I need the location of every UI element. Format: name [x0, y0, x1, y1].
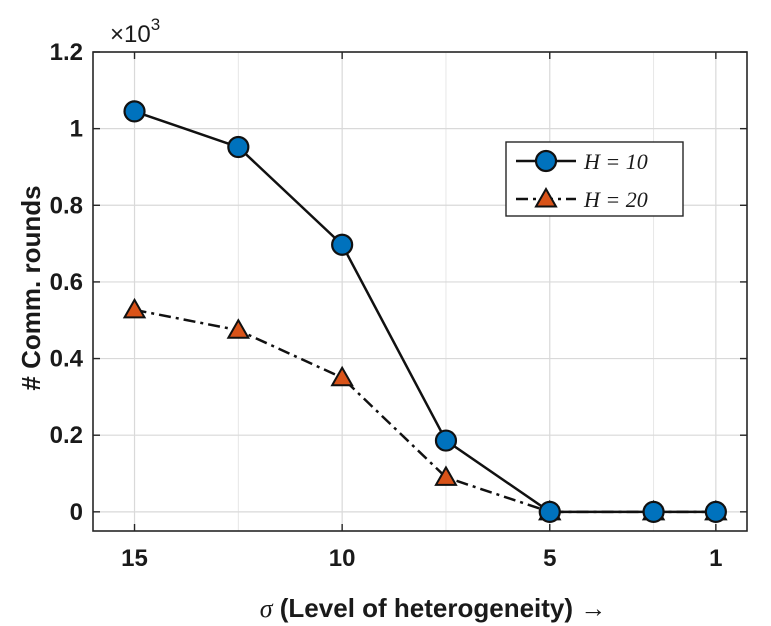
legend: H = 10 H = 20	[505, 141, 684, 217]
ticks	[93, 51, 747, 531]
legend-label: H = 20	[583, 187, 648, 212]
x-tick-label: 5	[543, 545, 556, 572]
series-1	[122, 297, 728, 521]
y-tick-label: 0.8	[50, 192, 83, 219]
y-tick-label: 1.2	[50, 39, 83, 66]
x-axis-label: σ (Level of heterogeneity) →	[260, 593, 607, 623]
y-axis-multiplier: ×103	[110, 15, 160, 48]
y-tick-label: 0	[70, 499, 83, 526]
data-point	[123, 100, 146, 123]
legend-label: H = 10	[583, 149, 648, 174]
x-tick-label: 15	[121, 545, 148, 572]
data-point	[642, 500, 665, 523]
data-point	[227, 135, 250, 159]
data-point	[331, 233, 354, 256]
data-point	[226, 318, 251, 339]
series-0	[123, 100, 727, 523]
grid	[93, 51, 747, 531]
legend-box	[505, 141, 684, 217]
series-line	[134, 308, 716, 514]
y-tick-label: 0.2	[50, 422, 83, 449]
legend-marker	[534, 186, 558, 208]
legend-marker	[534, 149, 558, 173]
data-point	[538, 500, 561, 523]
data-point	[122, 297, 147, 319]
data-point	[704, 500, 727, 523]
tick-labels: 15 10 5 100.20.40.60.811.2	[50, 39, 723, 572]
y-axis-label: # Comm. rounds	[16, 185, 46, 390]
x-axis-label-text: (Level of heterogeneity) →	[273, 593, 607, 623]
x-axis-label-symbol: σ	[260, 594, 274, 623]
y-tick-label: 1	[70, 116, 83, 143]
data-point	[330, 365, 354, 387]
y-tick-label: 0.6	[50, 269, 83, 296]
plot-frame	[92, 51, 748, 532]
data-point	[434, 429, 458, 452]
series-layer	[122, 100, 728, 523]
y-tick-label: 0.4	[50, 346, 84, 373]
x-tick-label: 1	[709, 545, 722, 572]
data-point	[434, 465, 458, 486]
x-tick-label: 10	[329, 545, 356, 572]
